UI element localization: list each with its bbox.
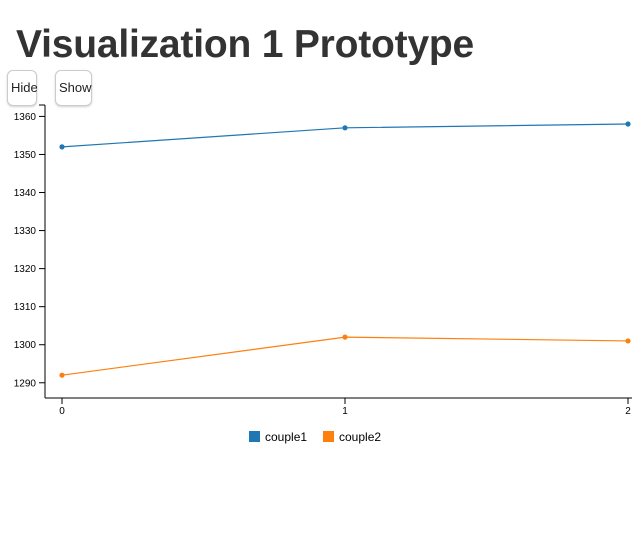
y-axis: 1290 1300 1310 1320 1330 1340 1350 1360 <box>14 104 46 398</box>
legend: couple1 couple2 <box>249 430 381 444</box>
y-tick-label: 1340 <box>14 188 37 199</box>
x-tick-label: 0 <box>59 406 65 417</box>
y-tick-label: 1300 <box>14 340 37 351</box>
y-tick-label: 1290 <box>14 378 37 389</box>
x-axis: 0 1 2 <box>45 397 632 417</box>
x-tick-label: 1 <box>342 406 348 417</box>
page-title: Visualization 1 Prototype <box>16 23 475 66</box>
legend-swatch <box>323 431 334 442</box>
data-point <box>59 144 65 150</box>
y-tick-label: 1330 <box>14 226 37 237</box>
y-tick-label: 1320 <box>14 264 37 275</box>
series-couple2 <box>59 334 631 378</box>
data-point <box>625 121 631 127</box>
legend-label: couple1 <box>265 430 307 444</box>
data-point <box>342 125 348 131</box>
show-button[interactable]: Show <box>55 70 92 106</box>
series-line <box>61 336 629 376</box>
y-tick-label: 1360 <box>14 112 37 123</box>
legend-swatch <box>249 431 260 442</box>
data-point <box>342 334 348 340</box>
series-couple1 <box>59 121 631 150</box>
x-tick-label: 2 <box>625 406 631 417</box>
hide-button[interactable]: Hide <box>7 70 38 106</box>
data-point <box>625 338 631 344</box>
y-tick-label: 1310 <box>14 302 37 313</box>
data-point <box>59 372 65 378</box>
y-tick-label: 1350 <box>14 150 37 161</box>
legend-label: couple2 <box>339 430 381 444</box>
